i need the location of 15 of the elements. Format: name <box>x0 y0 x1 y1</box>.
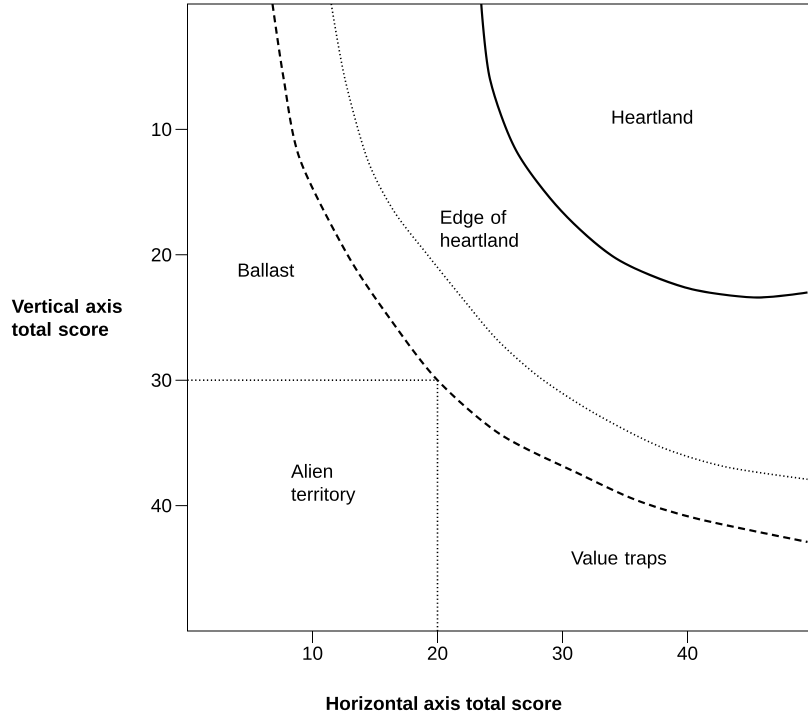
x-axis-title: Horizontal axis total score <box>326 696 562 710</box>
y-tick-label: 30 <box>152 373 172 387</box>
annotation: Heartland <box>612 110 692 124</box>
annotation: Value traps <box>571 550 666 568</box>
x-tick-label: 40 <box>677 646 698 660</box>
y-tick-label: 20 <box>152 248 172 262</box>
annotation: Ballast <box>238 262 294 277</box>
y-axis-title: Vertical axis total score <box>12 299 122 336</box>
x-tick-label: 20 <box>428 646 448 660</box>
x-tick-label: 30 <box>552 646 572 660</box>
annotation: Edge of heartland <box>441 210 518 247</box>
y-tick-label: 40 <box>151 498 172 512</box>
x-tick-label: 10 <box>303 646 322 660</box>
annotation: Alien territory <box>291 464 356 505</box>
y-tick-label: 10 <box>152 122 172 136</box>
